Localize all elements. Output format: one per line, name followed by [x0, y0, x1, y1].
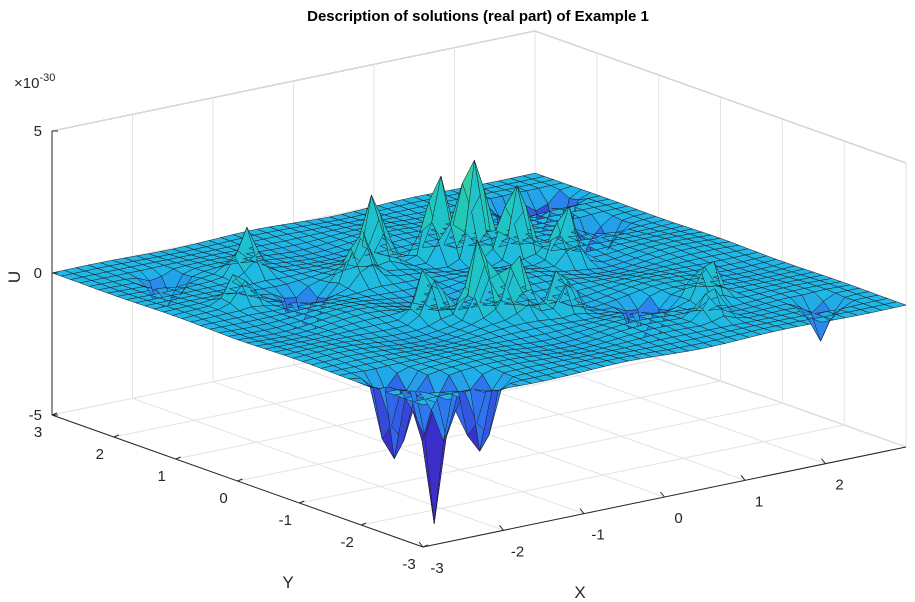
y-tick-label: -2	[340, 534, 353, 551]
x-tick-mark	[821, 458, 826, 464]
y-tick-mark	[175, 456, 181, 460]
z-exponent-base: ×10	[14, 75, 39, 92]
x-tick-mark	[660, 491, 665, 498]
y-tick-mark	[51, 412, 58, 416]
y-tick-mark	[360, 522, 367, 526]
x-tick-label: 0	[674, 510, 682, 527]
z-tick-label: 5	[34, 123, 42, 140]
chart-title: Description of solutions (real part) of …	[307, 8, 649, 25]
y-axis-label: Y	[282, 573, 293, 592]
y-tick-mark	[422, 544, 429, 548]
y-tick-label: 2	[96, 446, 104, 463]
z-exponent-label: ×10-30	[14, 72, 55, 92]
axes-box-front	[51, 130, 907, 548]
surface-patch	[883, 301, 907, 309]
surface-mesh	[51, 159, 907, 524]
x-tick-label: 2	[835, 477, 843, 494]
z-tick-label: -5	[29, 407, 42, 424]
y-tick-label: 3	[34, 424, 42, 441]
grid-line	[51, 30, 536, 132]
z-exponent-power: -30	[39, 72, 55, 84]
x-tick-label: 1	[755, 493, 763, 510]
x-tick-mark	[740, 475, 746, 481]
y-tick-label: -3	[402, 556, 415, 573]
x-axis-label: X	[574, 583, 585, 602]
y-tick-mark	[237, 478, 243, 482]
y-tick-label: 0	[219, 490, 227, 507]
z-axis-label: U	[5, 271, 24, 283]
grid-line	[534, 30, 907, 164]
z-tick-label: 0	[34, 265, 42, 282]
y-tick-label: -1	[279, 512, 292, 529]
x-tick-label: -2	[511, 543, 524, 560]
x-tick-label: -1	[591, 527, 604, 544]
y-tick-mark	[299, 500, 305, 504]
grid-line	[361, 424, 845, 526]
x-tick-mark	[499, 525, 504, 531]
tick-labels: -5 0 5 -3 -2 -1 0 1 2 3 -3 -2 -1 0 1 2	[29, 123, 844, 577]
x-tick-mark	[579, 508, 585, 514]
y-tick-label: 1	[157, 468, 165, 485]
x-tick-mark	[418, 541, 424, 548]
grid-line	[299, 402, 783, 504]
x-tick-label: -3	[430, 560, 443, 577]
y-tick-mark	[113, 434, 120, 438]
